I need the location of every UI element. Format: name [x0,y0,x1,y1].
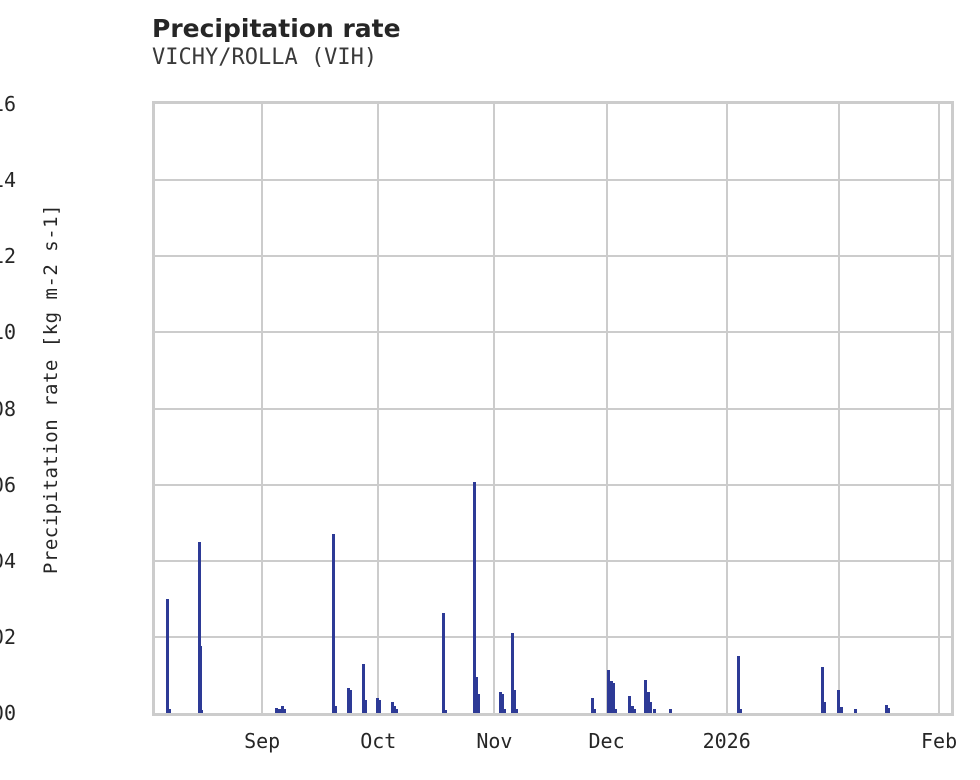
gridline-horizontal [155,255,951,258]
bar [200,709,204,713]
y-axis-tick-label: 0.002 [0,624,16,649]
bar [669,709,673,713]
page-title: Precipitation rate [152,14,401,43]
bar [390,702,394,713]
gridline-vertical [837,104,840,713]
bar [362,663,366,713]
y-axis-tick-label: 0.004 [0,548,16,573]
x-axis-tick-label: Feb [920,729,958,753]
x-axis-tick-label: Sep [244,729,281,753]
bar [198,646,202,713]
y-axis-tick-label: 0.008 [0,396,16,421]
x-axis-tick-label: 2026 [702,729,751,753]
bar [607,670,611,713]
bar [348,690,352,713]
gridline-vertical [493,104,496,713]
bar [512,690,516,713]
bar [346,687,350,713]
bar [498,692,502,713]
bar [282,709,286,713]
bar [331,534,335,713]
bar [473,481,477,713]
bar [510,633,514,713]
bar [441,612,445,713]
plot-inner [155,104,951,713]
gridline-horizontal [155,483,951,486]
bar [477,693,481,713]
gridline-vertical [605,104,608,713]
gridline-horizontal [155,331,951,334]
bar [475,676,479,713]
bar [168,709,172,713]
bar [614,709,618,713]
bar [275,708,279,713]
bar [378,699,382,713]
gridline-horizontal [155,407,951,410]
bar [646,692,650,713]
bar [393,706,397,713]
gridline-vertical [938,104,941,713]
chart-title-block: Precipitation rate VICHY/ROLLA (VIH) [152,14,752,72]
bar [333,706,337,713]
bar [515,709,519,713]
y-axis-tick-label: 0.000 [0,701,16,725]
bar [443,709,447,713]
bar [630,706,634,713]
bar [839,707,843,713]
gridline-horizontal [155,559,951,562]
plot-area [152,101,954,716]
bar [628,695,632,713]
y-axis-tick-label: 0.014 [0,168,16,193]
bar [739,709,743,713]
bar [853,709,857,713]
y-axis-tick-label: 0.012 [0,244,16,269]
bar [500,693,504,713]
y-axis-tick-label: 0.016 [0,92,16,116]
bar [277,709,281,713]
bar [885,704,889,713]
bar [376,697,380,713]
bar [592,709,596,713]
gridline-horizontal [155,635,951,638]
bar [395,709,399,713]
bar [590,697,594,713]
y-axis-tick-label: 0.006 [0,472,16,497]
bar [633,709,637,713]
bar [736,655,740,713]
bar [364,699,368,713]
bar [820,666,824,713]
bar [822,702,826,713]
bar [887,708,891,713]
gridline-vertical [377,104,380,713]
x-axis-tick-label: Nov [476,729,513,753]
gridline-vertical [261,104,264,713]
bar [649,701,653,713]
bar [837,690,841,713]
bar [644,679,648,713]
gridline-vertical [725,104,728,713]
x-axis-tick-label: Dec [588,729,625,753]
bar [609,680,613,713]
bar [652,709,656,713]
y-axis-tick-label: 0.010 [0,320,16,345]
y-axis-label: Precipitation rate [kg m-2 s-1] [40,203,62,575]
x-axis-tick-label: Oct [360,729,397,753]
bar [611,682,615,713]
bar [502,709,506,713]
bar [197,541,201,713]
bar [166,598,170,713]
bar [280,706,284,713]
gridline-horizontal [155,179,951,182]
chart-subtitle: VICHY/ROLLA (VIH) [152,45,378,70]
